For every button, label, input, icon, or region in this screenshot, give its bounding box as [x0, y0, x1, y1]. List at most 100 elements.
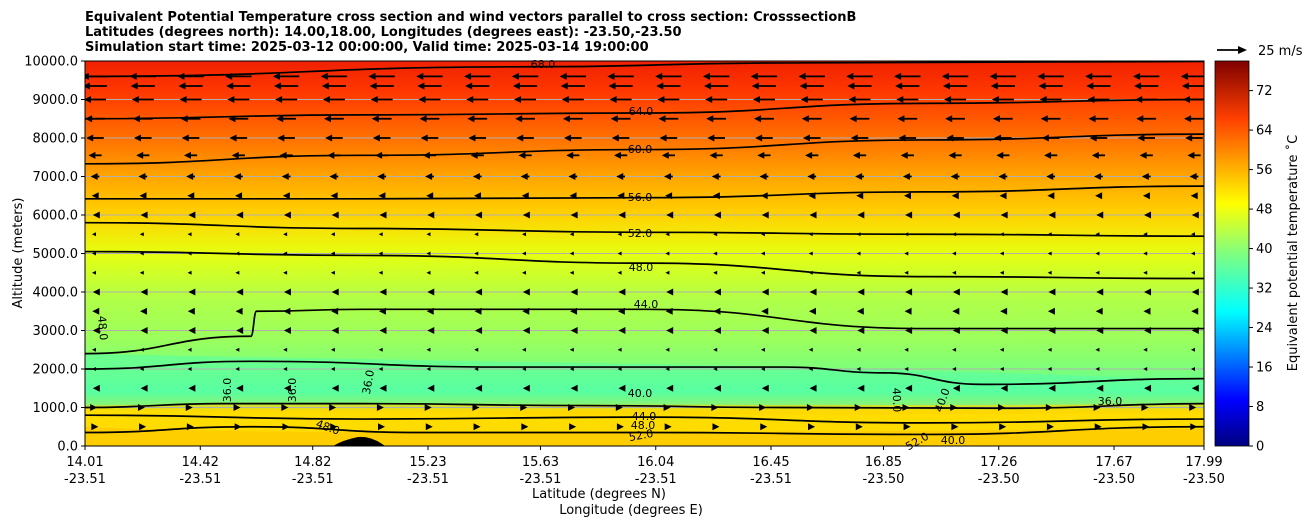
wind-arrowhead	[322, 96, 330, 103]
wind-arrowhead	[179, 96, 187, 103]
wind-arrowhead	[188, 211, 196, 219]
wind-arrowhead	[1096, 211, 1104, 219]
wind-arrowhead	[327, 151, 335, 159]
wind-arrowhead	[371, 115, 379, 123]
wind-arrowhead	[369, 82, 377, 90]
colorbar-tick-label: 56	[1256, 163, 1273, 178]
wind-arrowhead	[713, 384, 721, 392]
wind-arrowhead	[522, 327, 530, 334]
colorbar-tick-label: 24	[1256, 321, 1273, 336]
wind-arrowhead	[904, 307, 912, 315]
x-axis-title-longitude: Longitude (degrees E)	[559, 503, 703, 518]
wind-arrowhead	[85, 96, 91, 103]
wind-arrow	[92, 251, 96, 256]
wind-arrow	[522, 232, 527, 237]
contour-line-44	[85, 308, 1204, 355]
wind-arrow	[904, 270, 909, 275]
wind-arrowhead	[570, 327, 578, 334]
wind-arrowhead	[521, 423, 529, 431]
wind-arrowhead	[515, 115, 523, 123]
wind-arrowhead	[91, 192, 99, 200]
colorbar-tick-label: 40	[1256, 242, 1273, 257]
wind-arrowhead	[426, 307, 434, 315]
x-tick-label-latitude: 16.04	[637, 455, 674, 470]
wind-arrowhead	[951, 192, 959, 200]
wind-arrow	[904, 251, 909, 256]
wind-arrowhead	[801, 115, 809, 123]
wind-arrowhead	[1144, 211, 1152, 219]
wind-arrow	[187, 232, 192, 237]
wind-arrowhead	[277, 134, 285, 142]
wind-arrowhead	[1000, 288, 1008, 296]
wind-arrow	[665, 367, 670, 371]
colorbar-label: Equivalent potential temperature ˚C	[1285, 135, 1301, 371]
wind-arrowhead	[658, 115, 666, 123]
wind-arrowhead	[276, 115, 284, 123]
wind-arrowhead	[283, 307, 291, 315]
wind-arrowhead	[896, 96, 904, 103]
wind-arrowhead	[329, 404, 337, 411]
wind-arrowhead	[227, 96, 235, 103]
colorbar-tick-label: 72	[1256, 84, 1273, 99]
wind-arrowhead	[713, 327, 721, 334]
contour-line-68	[85, 61, 1204, 78]
colorbar-tick-label: 0	[1256, 440, 1264, 455]
y-tick-label: 10000.0	[24, 55, 78, 70]
wind-arrowhead	[187, 192, 195, 200]
x-axis-title-latitude: Latitude (degrees N)	[532, 487, 666, 502]
wind-arrowhead	[233, 404, 241, 411]
wind-arrow	[952, 367, 957, 371]
wind-arrowhead	[560, 82, 568, 90]
wind-arrowhead	[945, 115, 953, 123]
wind-arrowhead	[712, 192, 720, 200]
wind-arrow	[808, 251, 813, 256]
wind-arrowhead	[1047, 192, 1055, 200]
x-tick-label-longitude: -23.50	[978, 472, 1020, 487]
wind-arrowhead	[564, 134, 572, 142]
wind-arrowhead	[998, 404, 1006, 411]
colorbar-tick-label: 32	[1256, 282, 1273, 297]
wind-arrow	[808, 232, 813, 237]
wind-arrowhead	[140, 307, 148, 315]
wind-arrowhead	[952, 211, 960, 219]
wind-arrowhead	[1095, 307, 1103, 315]
contour-label-36.0: 36.0	[286, 378, 299, 403]
wind-arrowhead	[1048, 211, 1056, 219]
moist-layer-band	[85, 353, 1204, 406]
wind-arrowhead	[755, 134, 763, 142]
wind-arrowhead	[847, 82, 855, 90]
contour-label-36.0: 36.0	[360, 369, 377, 395]
wind-arrow	[1047, 232, 1052, 237]
wind-arrowhead	[1137, 134, 1145, 142]
x-tick-label-latitude: 14.01	[66, 455, 103, 470]
wind-arrowhead	[514, 96, 522, 103]
wind-arrowhead	[1190, 423, 1198, 431]
wind-arrowhead	[951, 423, 959, 431]
wind-arrowhead	[800, 96, 808, 103]
wind-arrowhead	[1048, 384, 1056, 392]
wind-arrowhead	[664, 423, 672, 431]
wind-arrowhead	[329, 173, 337, 180]
wind-arrow	[1191, 270, 1195, 275]
wind-arrowhead	[902, 173, 910, 180]
wind-arrowhead	[1000, 384, 1008, 392]
wind-arrow	[378, 270, 383, 275]
wind-arrowhead	[85, 72, 89, 80]
y-tick-label: 3000.0	[33, 324, 79, 339]
wind-arrow	[378, 347, 383, 352]
wind-arrowhead	[1096, 384, 1104, 392]
wind-arrow	[522, 251, 527, 256]
wind-arrowhead	[1185, 134, 1193, 142]
wind-arrowhead	[1096, 327, 1104, 334]
x-tick-label-longitude: -23.51	[64, 472, 106, 487]
wind-arrow	[1095, 347, 1100, 352]
wind-arrowhead	[186, 173, 194, 180]
wind-arrow	[952, 347, 957, 352]
x-tick-label-latitude: 16.45	[752, 455, 789, 470]
wind-arrowhead	[419, 115, 427, 123]
wind-arrow	[187, 251, 192, 256]
wind-arrowhead	[952, 384, 960, 392]
contour-line-40	[85, 360, 1204, 386]
wind-arrow	[713, 232, 718, 237]
wind-arrowhead	[140, 384, 148, 392]
